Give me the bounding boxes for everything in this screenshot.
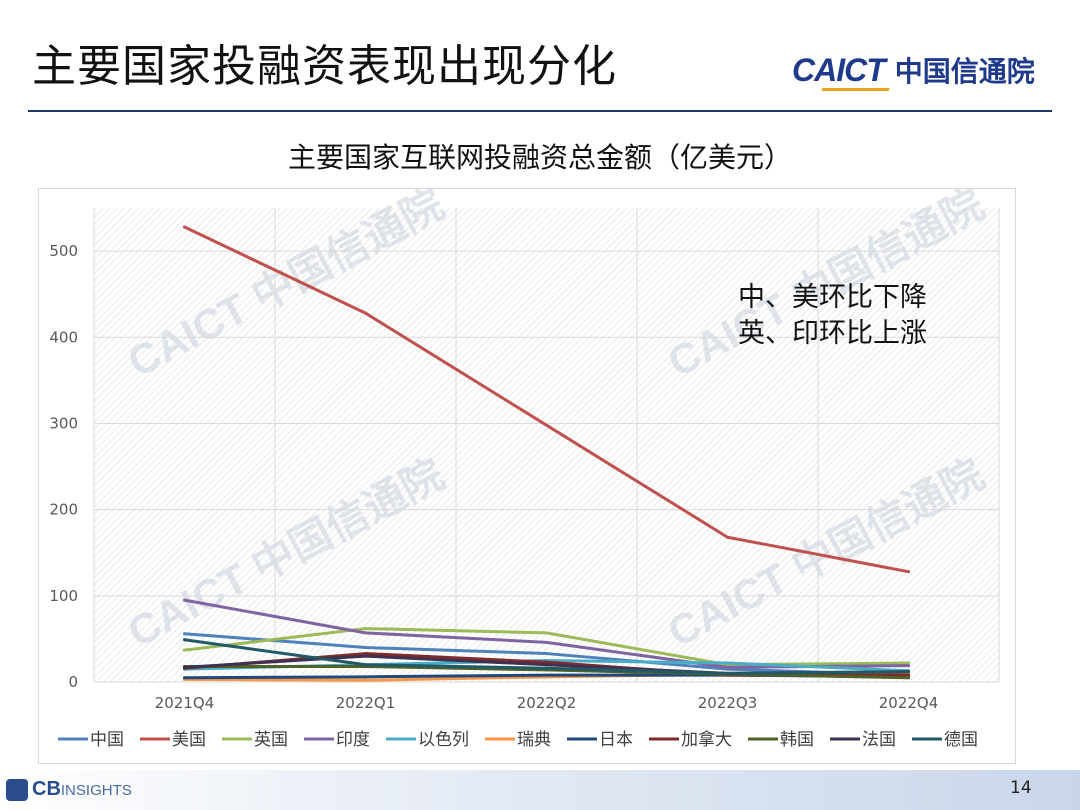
slide-title: 主要国家投融资表现出现分化 [32, 41, 617, 92]
legend-label-0: 中国 [90, 730, 124, 750]
data-point [183, 225, 186, 229]
legend-label-1: 美国 [172, 730, 206, 750]
legend-label-4: 以色列 [418, 730, 469, 750]
annotation-line-1: 中、美环比下降 [738, 282, 927, 313]
data-point [545, 423, 548, 427]
footer-band [0, 770, 1080, 810]
data-point [726, 535, 729, 539]
data-point [183, 665, 186, 669]
page-number: 14 [1010, 778, 1032, 798]
data-point [364, 631, 367, 635]
data-point [545, 673, 548, 677]
y-tick-label: 200 [49, 501, 78, 519]
chart-annotation: 中、美环比下降 英、印环比上涨 [738, 280, 927, 352]
x-tick-label: 2022Q4 [879, 694, 939, 712]
data-point [183, 598, 186, 602]
data-point [545, 652, 548, 656]
legend-label-10: 德国 [944, 730, 978, 750]
data-point [364, 654, 367, 658]
title-divider [28, 110, 1052, 112]
data-point [183, 632, 186, 636]
x-tick-label: 2022Q3 [698, 694, 758, 712]
series-lines [183, 225, 910, 682]
chart-title: 主要国家互联网投融资总金额（亿美元） [287, 141, 792, 174]
cbinsights-text: CBINSIGHTS [32, 778, 132, 800]
data-point [364, 652, 367, 656]
data-point [183, 648, 186, 652]
data-point [545, 660, 548, 664]
legend-label-6: 日本 [599, 730, 633, 750]
legend-label-7: 加拿大 [681, 729, 732, 750]
x-tick-label: 2022Q2 [517, 694, 577, 712]
cbinsights-logo: CBINSIGHTS [6, 778, 132, 801]
legend-label-3: 印度 [336, 730, 370, 750]
y-tick-label: 500 [49, 242, 78, 260]
x-tick-label: 2022Q1 [336, 694, 396, 712]
data-point [907, 661, 910, 665]
data-point [364, 678, 367, 682]
data-point [183, 638, 186, 642]
data-point [545, 631, 548, 635]
data-point [726, 661, 729, 665]
legend-label-5: 瑞典 [517, 730, 551, 750]
cbinsights-mark-icon [6, 778, 28, 801]
data-point [907, 664, 910, 668]
logo-caict-text: CAICT [792, 51, 886, 88]
data-point [364, 311, 367, 315]
data-point [907, 673, 910, 677]
logo-cn-text: 中国信通院 [894, 55, 1035, 88]
data-point [183, 676, 186, 680]
data-point [364, 675, 367, 679]
x-tick-label: 2021Q4 [155, 694, 215, 712]
legend: 中国 美国 英国 印度 以色列 瑞典 日本 加拿大 韩国 法国 德国 [58, 729, 978, 750]
data-point [907, 676, 910, 680]
plot-area [94, 208, 999, 682]
data-point [545, 663, 548, 667]
legend-label-2: 英国 [254, 730, 288, 750]
data-point [545, 640, 548, 644]
y-tick-label: 300 [49, 414, 78, 432]
x-axis: 2021Q4 2022Q1 2022Q2 2022Q3 2022Q4 [155, 694, 939, 712]
caict-logo: CAICT 中国信通院 [792, 50, 1035, 90]
data-point [907, 670, 910, 674]
data-point [545, 666, 548, 670]
data-point [726, 671, 729, 675]
data-point [726, 665, 729, 669]
annotation-line-2: 英、印环比上涨 [738, 318, 927, 349]
data-point [907, 570, 910, 574]
data-point [364, 663, 367, 667]
y-tick-label: 0 [68, 673, 78, 691]
y-tick-label: 400 [49, 328, 78, 346]
legend-label-8: 韩国 [780, 730, 814, 750]
data-point [364, 627, 367, 631]
y-tick-label: 100 [49, 587, 78, 605]
legend-label-9: 法国 [862, 730, 896, 750]
y-axis: 0 100 200 300 400 500 [49, 242, 78, 691]
data-point [364, 646, 367, 650]
